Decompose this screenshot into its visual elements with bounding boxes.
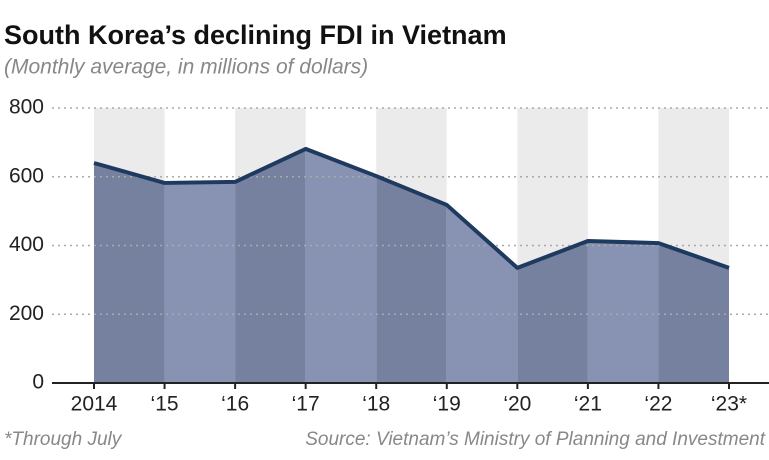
area-segment bbox=[305, 148, 377, 383]
area-segment bbox=[517, 241, 588, 383]
x-tick-label: ‘22 bbox=[644, 393, 672, 416]
x-tick-label: 2014 bbox=[71, 393, 118, 416]
x-tick-label: ‘20 bbox=[503, 393, 531, 416]
area-segment bbox=[376, 176, 447, 383]
area-segment bbox=[658, 243, 729, 383]
x-tick-label: ‘19 bbox=[433, 393, 461, 416]
area-segment bbox=[587, 241, 659, 383]
y-tick-label: 400 bbox=[9, 233, 44, 256]
y-tick-label: 200 bbox=[9, 302, 44, 325]
x-tick-label: ‘23* bbox=[711, 393, 747, 416]
x-tick-label: ‘16 bbox=[221, 393, 249, 416]
footnote: *Through July bbox=[4, 429, 123, 450]
chart-subtitle: (Monthly average, in millions of dollars… bbox=[4, 56, 368, 79]
x-tick-label: ‘18 bbox=[362, 393, 390, 416]
source: Source: Vietnam’s Ministry of Planning a… bbox=[305, 429, 765, 450]
area-segment bbox=[446, 204, 518, 383]
chart-title: South Korea’s declining FDI in Vietnam bbox=[4, 20, 507, 50]
line bbox=[93, 146, 730, 270]
y-tick-label: 0 bbox=[32, 371, 44, 394]
y-tick-label: 600 bbox=[9, 164, 44, 187]
area-segment bbox=[94, 163, 165, 383]
x-tick-label: ‘15 bbox=[151, 393, 179, 416]
x-tick-label: ‘17 bbox=[292, 393, 320, 416]
area-segment bbox=[164, 181, 236, 383]
area-segment bbox=[235, 148, 306, 383]
x-tick-label: ‘21 bbox=[574, 393, 602, 416]
y-tick-label: 800 bbox=[9, 96, 44, 119]
